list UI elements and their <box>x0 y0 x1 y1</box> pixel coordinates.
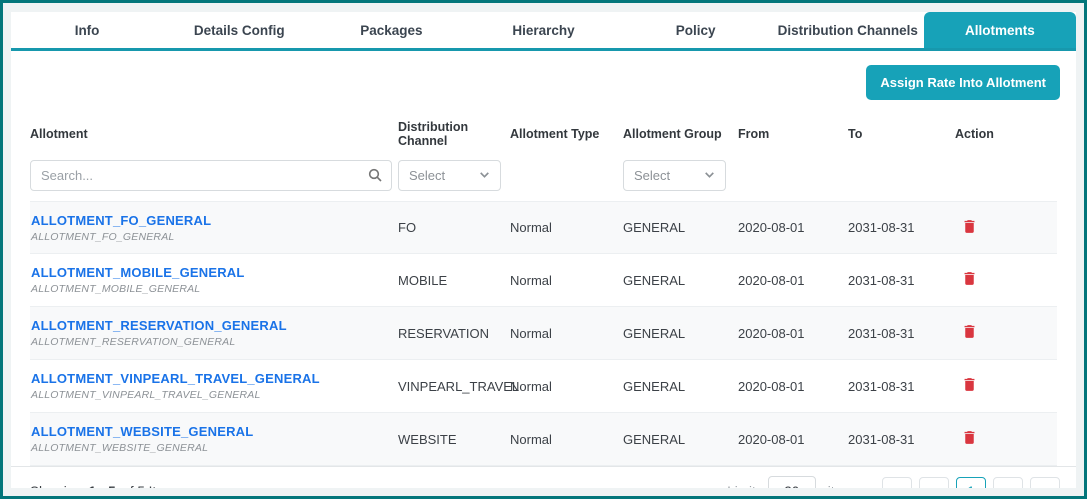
column-header-action: Action <box>955 127 994 141</box>
distribution-channel-select[interactable]: Select <box>398 160 501 191</box>
allotment-code: ALLOTMENT_RESERVATION_GENERAL <box>31 336 236 348</box>
tab-info[interactable]: Info <box>74 23 100 38</box>
allotment-type-cell: Normal <box>510 431 552 447</box>
allotment-type-cell: Normal <box>510 378 552 394</box>
allotment-group-cell: GENERAL <box>623 325 686 341</box>
showing-prefix: Showing <box>30 484 82 488</box>
delete-button[interactable] <box>959 427 980 451</box>
to-date-cell: 2031-08-31 <box>848 431 915 447</box>
column-header-allotment-group: Allotment Group <box>623 127 722 141</box>
column-header-from: From <box>738 127 770 141</box>
column-header-allotment: Allotment <box>30 127 88 141</box>
allotment-group-cell: GENERAL <box>623 220 686 235</box>
chevron-down-icon <box>478 168 491 184</box>
chevron-down-icon <box>703 168 716 184</box>
from-date-cell: 2020-08-01 <box>738 325 805 341</box>
allotment-name-link[interactable]: ALLOTMENT_MOBILE_GENERAL <box>31 265 245 280</box>
last-page-button[interactable]: » <box>1030 476 1060 488</box>
table-footer: Showing 1 - 5 of 5 Items Limit items « ‹… <box>11 466 1076 488</box>
content-card: Info Details Config Packages Hierarchy P… <box>11 12 1076 488</box>
trash-icon <box>961 323 978 343</box>
delete-button[interactable] <box>959 321 980 345</box>
from-date-cell: 2020-08-01 <box>738 378 805 394</box>
distribution-channel-select-value: Select <box>409 168 446 183</box>
allotment-group-cell: GENERAL <box>623 378 686 394</box>
table-row: ALLOTMENT_WEBSITE_GENERAL ALLOTMENT_WEBS… <box>30 413 1057 466</box>
delete-button[interactable] <box>959 216 980 240</box>
showing-suffix: of 5 Items <box>122 484 181 488</box>
delete-button[interactable] <box>959 374 980 398</box>
distribution-channel-cell: MOBILE <box>398 272 448 288</box>
table-row: ALLOTMENT_VINPEARL_TRAVEL_GENERAL ALLOTM… <box>30 360 1057 413</box>
tab-bar: Info Details Config Packages Hierarchy P… <box>11 12 1076 51</box>
showing-range: 1 - 5 <box>89 484 116 488</box>
to-date-cell: 2031-08-31 <box>848 378 915 394</box>
allotment-type-cell: Normal <box>510 272 552 288</box>
trash-icon <box>961 218 978 238</box>
filter-row: Select Select <box>30 152 1057 201</box>
tab-allotments[interactable]: Allotments <box>923 12 1076 48</box>
allotment-group-select[interactable]: Select <box>623 160 726 191</box>
table-header-row: Allotment Distribution Channel Allotment… <box>30 106 1057 152</box>
limit-label: Limit <box>727 484 756 488</box>
to-date-cell: 2031-08-31 <box>848 220 915 235</box>
assign-rate-into-allotment-button[interactable]: Assign Rate Into Allotment <box>866 65 1060 100</box>
allotment-name-link[interactable]: ALLOTMENT_WEBSITE_GENERAL <box>31 424 254 439</box>
to-date-cell: 2031-08-31 <box>848 325 915 341</box>
trash-icon <box>961 429 978 449</box>
table-row: ALLOTMENT_FO_GENERAL ALLOTMENT_FO_GENERA… <box>30 201 1057 254</box>
table-row: ALLOTMENT_MOBILE_GENERAL ALLOTMENT_MOBIL… <box>30 254 1057 307</box>
page-1-button[interactable]: 1 <box>956 476 986 488</box>
column-header-allotment-type: Allotment Type <box>510 127 600 141</box>
column-header-to: To <box>848 127 863 141</box>
allotment-name-link[interactable]: ALLOTMENT_VINPEARL_TRAVEL_GENERAL <box>31 371 320 386</box>
tab-distribution-channels[interactable]: Distribution Channels <box>777 23 918 38</box>
allotment-code: ALLOTMENT_FO_GENERAL <box>31 230 175 243</box>
allotment-search-box <box>30 160 392 191</box>
from-date-cell: 2020-08-01 <box>738 272 805 288</box>
column-header-distribution-channel: Distribution Channel <box>398 120 469 148</box>
distribution-channel-cell: VINPEARL_TRAVEL <box>398 378 520 394</box>
allotment-group-cell: GENERAL <box>623 431 686 447</box>
from-date-cell: 2020-08-01 <box>738 220 805 235</box>
pagination-controls: Limit items « ‹ 1 › » <box>727 476 1060 488</box>
trash-icon <box>961 270 978 290</box>
tab-packages[interactable]: Packages <box>360 23 423 38</box>
tab-hierarchy[interactable]: Hierarchy <box>512 23 575 38</box>
next-page-button[interactable]: › <box>993 476 1023 488</box>
allotment-code: ALLOTMENT_WEBSITE_GENERAL <box>31 442 209 454</box>
items-label: items <box>828 484 860 488</box>
distribution-channel-cell: WEBSITE <box>398 431 457 447</box>
showing-summary: Showing 1 - 5 of 5 Items <box>30 484 182 488</box>
search-icon <box>367 167 383 183</box>
toolbar: Assign Rate Into Allotment <box>11 51 1076 106</box>
first-page-button[interactable]: « <box>882 476 912 488</box>
distribution-channel-cell: RESERVATION <box>398 325 490 341</box>
tab-details-config[interactable]: Details Config <box>193 23 285 38</box>
allotment-group-cell: GENERAL <box>623 272 686 288</box>
allotment-group-select-value: Select <box>634 168 671 183</box>
allotment-name-link[interactable]: ALLOTMENT_FO_GENERAL <box>31 212 212 228</box>
delete-button[interactable] <box>959 268 980 292</box>
to-date-cell: 2031-08-31 <box>848 272 915 288</box>
limit-input[interactable] <box>767 476 816 488</box>
trash-icon <box>961 376 978 396</box>
table-body: ALLOTMENT_FO_GENERAL ALLOTMENT_FO_GENERA… <box>30 201 1057 466</box>
allotment-type-cell: Normal <box>510 325 552 341</box>
allotment-code: ALLOTMENT_MOBILE_GENERAL <box>31 283 201 295</box>
allotment-search-input[interactable] <box>30 160 392 191</box>
tab-policy[interactable]: Policy <box>675 23 716 38</box>
table-row: ALLOTMENT_RESERVATION_GENERAL ALLOTMENT_… <box>30 307 1057 360</box>
from-date-cell: 2020-08-01 <box>738 431 805 447</box>
allotment-code: ALLOTMENT_VINPEARL_TRAVEL_GENERAL <box>31 389 261 401</box>
allotment-name-link[interactable]: ALLOTMENT_RESERVATION_GENERAL <box>31 318 287 333</box>
allotment-type-cell: Normal <box>510 220 552 235</box>
allotments-table: Allotment Distribution Channel Allotment… <box>11 106 1076 466</box>
distribution-channel-cell: FO <box>398 220 417 235</box>
pager: « ‹ 1 › » <box>882 476 1060 488</box>
prev-page-button[interactable]: ‹ <box>919 476 949 488</box>
